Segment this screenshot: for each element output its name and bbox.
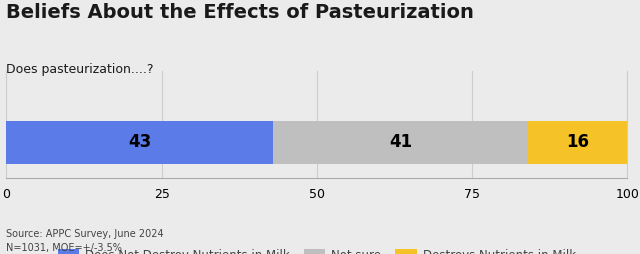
Text: 43: 43 [128, 133, 152, 151]
Bar [273, 121, 528, 164]
Legend: Does Not Destroy Nutrients in Milk, Not sure, Destroys Nutrients in Milk: Does Not Destroy Nutrients in Milk, Not … [53, 244, 580, 254]
Bar [528, 121, 627, 164]
Text: Does pasteurization....?: Does pasteurization....? [6, 64, 154, 76]
Text: 41: 41 [389, 133, 412, 151]
Bar [6, 121, 273, 164]
Text: Beliefs About the Effects of Pasteurization: Beliefs About the Effects of Pasteurizat… [6, 3, 474, 22]
Text: Source: APPC Survey, June 2024
N=1031, MOE=+/-3.5%
©2024 Annenberg Public Policy: Source: APPC Survey, June 2024 N=1031, M… [6, 229, 197, 254]
Text: 16: 16 [566, 133, 589, 151]
